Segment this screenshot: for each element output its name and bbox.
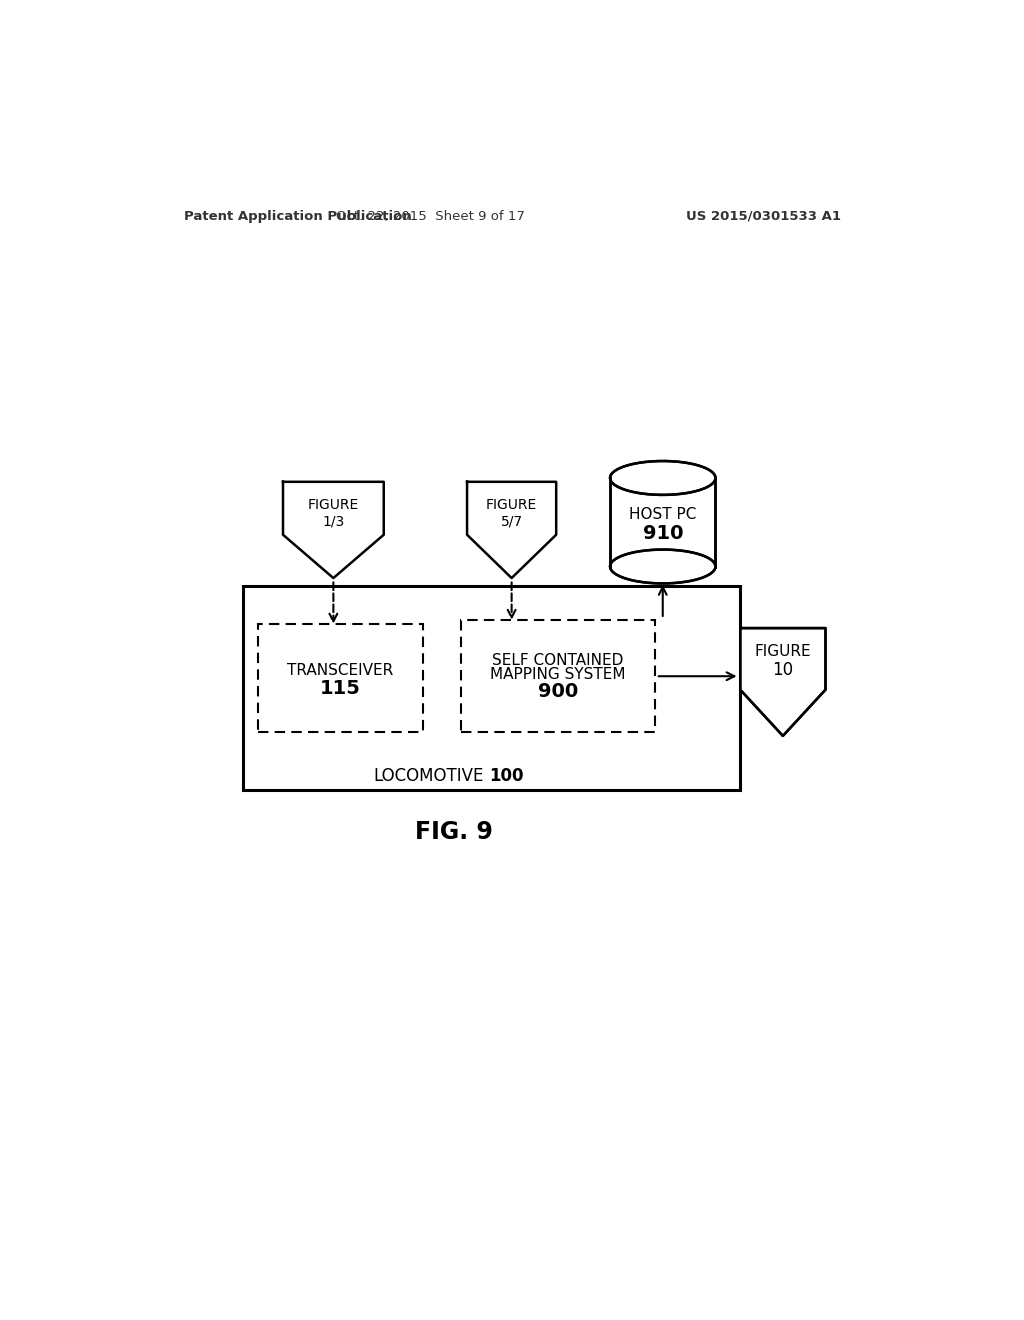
Text: Patent Application Publication: Patent Application Publication <box>183 210 412 223</box>
Text: LOCOMOTIVE: LOCOMOTIVE <box>374 767 483 785</box>
Bar <box>243 586 740 789</box>
Polygon shape <box>610 478 716 583</box>
Text: 115: 115 <box>319 680 360 698</box>
Text: 100: 100 <box>489 767 524 785</box>
Text: Oct. 22, 2015  Sheet 9 of 17: Oct. 22, 2015 Sheet 9 of 17 <box>336 210 524 223</box>
Text: FIGURE: FIGURE <box>308 498 359 512</box>
Text: 1/3: 1/3 <box>323 515 344 529</box>
Text: US 2015/0301533 A1: US 2015/0301533 A1 <box>686 210 841 223</box>
Bar <box>461 620 655 733</box>
Text: 10: 10 <box>772 661 794 678</box>
Text: 5/7: 5/7 <box>501 515 522 529</box>
Text: HOST PC: HOST PC <box>629 507 696 521</box>
Polygon shape <box>740 628 825 737</box>
Text: FIGURE: FIGURE <box>486 498 538 512</box>
Text: 910: 910 <box>642 524 683 543</box>
Text: FIG. 9: FIG. 9 <box>415 820 493 845</box>
Text: MAPPING SYSTEM: MAPPING SYSTEM <box>490 667 626 682</box>
Text: SELF CONTAINED: SELF CONTAINED <box>493 653 624 668</box>
Bar <box>258 624 423 733</box>
Text: FIGURE: FIGURE <box>755 644 811 659</box>
Text: TRANSCEIVER: TRANSCEIVER <box>287 663 393 678</box>
Text: 900: 900 <box>538 682 579 701</box>
